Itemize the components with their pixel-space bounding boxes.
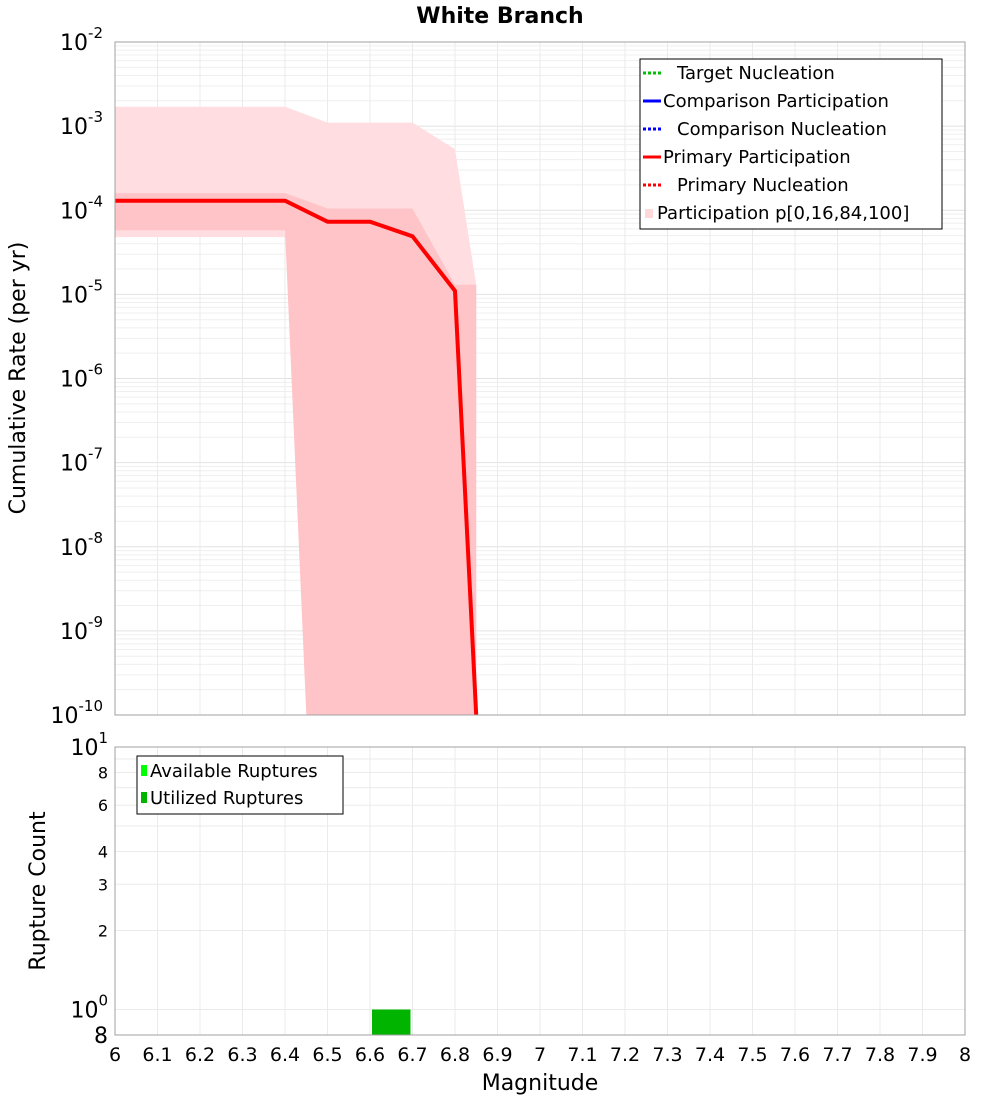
count-bars [372,1009,411,1035]
x-tick-label: 6.7 [397,1044,427,1066]
series-primary-nucleation [115,199,478,716]
rate-legend: Target Nucleation Comparison Participatio… [639,58,943,230]
legend-label-participation-p-0-16-84-100-: Participation p[0,16,84,100] [657,203,909,224]
chart-title: White Branch [416,4,583,29]
rate-bands [115,106,477,716]
x-tick-label: 7 [534,1044,546,1066]
rate-y-tick-label: 10-3 [60,108,103,140]
legend-swatch-available-ruptures [141,765,147,776]
x-tick-label: 7.5 [737,1044,767,1066]
band-participation-p16-p84 [115,193,477,716]
x-tick-label: 6 [109,1044,121,1066]
count-x-ticks: 6 6.1 6.2 6.3 6.4 6.5 6.6 6.7 6.8 6.9 7 7.1 7.2 7.3 7.… [109,1044,971,1066]
legend-label-comparison-nucleation: Comparison Nucleation [677,119,887,140]
rate-y-tick-label: 10-9 [60,613,103,645]
x-tick-label: 6.4 [270,1044,300,1066]
x-tick-label: 7.7 [822,1044,852,1066]
rate-y-tick-label: 10-2 [60,24,103,56]
x-tick-label: 7.1 [567,1044,597,1066]
legend-label-utilized-ruptures: Utilized Ruptures [150,788,303,809]
x-axis-label: Magnitude [482,1071,599,1096]
count-y-axis-label: Rupture Count [26,811,51,971]
rate-y-tick-label: 10-5 [60,276,103,308]
legend-label-primary-participation: Primary Participation [663,147,851,168]
rate-panel: 10-2 10-3 10-4 10-5 10-6 10-7 10-8 10-9 10-10 Cu… [6,24,966,729]
legend-label-comparison-participation: Comparison Participation [663,91,889,112]
count-y-tick-label: 3 [98,875,108,894]
count-y-tick-label: 100 [70,992,108,1024]
legend-swatch-participation-p-0-16-84-100- [645,209,653,218]
count-legend-box [136,755,344,815]
x-tick-label: 7.4 [695,1044,725,1066]
x-tick-label: 6.8 [440,1044,470,1066]
x-tick-label: 6.1 [142,1044,172,1066]
x-tick-label: 6.6 [355,1044,385,1066]
legend-label-target-nucleation: Target Nucleation [676,63,835,84]
x-tick-label: 6.5 [312,1044,342,1066]
rate-y-axis-label: Cumulative Rate (per yr) [6,242,31,515]
count-y-tick-label: 8 [98,763,108,782]
count-legend: Available Ruptures Utilized Ruptures [136,755,344,815]
x-tick-label: 7.9 [907,1044,937,1066]
x-tick-label: 6.3 [227,1044,257,1066]
rate-series [115,198,479,716]
count-y-tick-label: 4 [98,842,108,861]
rate-y-tick-label: 10-10 [51,697,104,729]
count-y-tick-label: 8 [94,1024,108,1049]
rate-legend-box [639,58,943,230]
rate-plot-border [114,41,966,716]
rate-y-tick-label: 10-4 [60,192,103,224]
rate-y-tick-label: 10-8 [60,529,103,561]
x-tick-label: 7.8 [865,1044,895,1066]
bar-utilized-ruptures-top [372,1009,411,1035]
legend-swatch-utilized-ruptures [141,792,147,803]
x-tick-label: 7.2 [610,1044,640,1066]
x-tick-label: 8 [959,1044,971,1066]
count-y-tick-label: 6 [98,796,108,815]
count-plot-border [114,746,966,1036]
x-tick-label: 6.9 [482,1044,512,1066]
count-y-tick-label: 2 [98,922,108,941]
rate-y-ticks: 10-2 10-3 10-4 10-5 10-6 10-7 10-8 10-9 10-10 [51,24,104,729]
x-tick-label: 7.6 [780,1044,810,1066]
count-y-tick-label: 101 [70,729,108,761]
legend-label-primary-nucleation: Primary Nucleation [677,175,849,196]
rate-y-tick-label: 10-7 [60,445,103,477]
rate-y-tick-label: 10-6 [60,361,103,393]
x-tick-label: 7.3 [652,1044,682,1066]
x-tick-label: 6.2 [185,1044,215,1066]
legend-label-available-ruptures: Available Ruptures [150,761,318,782]
